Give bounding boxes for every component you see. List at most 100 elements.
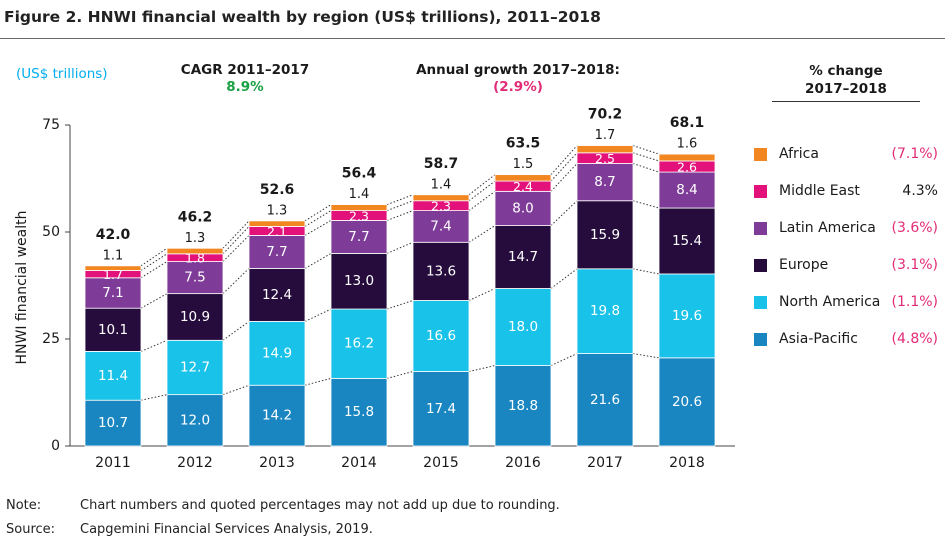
bar-segment-africa xyxy=(330,204,388,212)
connector-line xyxy=(632,152,660,162)
connector-line xyxy=(550,353,578,366)
connector-line xyxy=(632,353,660,359)
note-line: Note: Chart numbers and quoted percentage… xyxy=(6,498,560,513)
bar-segment-europe xyxy=(84,307,142,352)
connector-line xyxy=(140,261,168,279)
legend-change-middle-east: 4.3% xyxy=(902,183,938,199)
bar-segment-north-america xyxy=(330,308,388,379)
bar-segment-north-america xyxy=(412,300,470,372)
bar-segment-north-america xyxy=(494,288,552,366)
bar-segment-asia-pacific xyxy=(412,371,470,447)
bar-segment-asia-pacific xyxy=(576,353,634,447)
segment-label-middle-east: 2.5 xyxy=(595,151,615,166)
connector-line xyxy=(222,384,250,396)
connector-line xyxy=(304,210,332,227)
cagr-value: 8.9% xyxy=(226,79,264,95)
bar-segment-latin-america xyxy=(84,277,142,309)
connector-line xyxy=(140,394,168,401)
annual-growth-value: (2.9%) xyxy=(493,79,543,95)
connector-line xyxy=(222,268,250,294)
annual-growth-header: Annual growth 2017–2018: (2.9%) xyxy=(398,62,638,95)
bar-segment-asia-pacific xyxy=(330,377,388,447)
connector-line xyxy=(468,180,496,202)
connector-line xyxy=(222,226,250,255)
bar-segment-latin-america xyxy=(330,220,388,254)
legend-label-middle-east: Middle East xyxy=(779,183,860,199)
segment-label-africa: 1.5 xyxy=(513,157,534,172)
segment-label: 14.9 xyxy=(262,345,292,361)
connector-line xyxy=(468,190,496,212)
segment-label: 16.2 xyxy=(344,336,374,352)
legend-swatch-europe xyxy=(754,259,767,272)
segment-label-middle-east: 2.3 xyxy=(431,199,451,214)
bar-segment-africa xyxy=(248,220,306,227)
segment-label: 16.6 xyxy=(426,328,456,344)
segment-label: 7.4 xyxy=(430,218,451,234)
segment-label-middle-east: 1.8 xyxy=(185,251,205,266)
bar-total-label: 52.6 xyxy=(260,182,295,198)
connector-line xyxy=(550,200,578,226)
bar-segment-asia-pacific xyxy=(658,357,716,447)
annual-growth-label: Annual growth 2017–2018: xyxy=(416,62,620,78)
connector-line xyxy=(468,225,496,243)
bar-segment-latin-america xyxy=(166,261,224,295)
segment-label: 15.4 xyxy=(672,233,702,249)
bar-segment-europe xyxy=(166,293,224,341)
bar-segment-europe xyxy=(658,207,716,275)
bar-segment-africa xyxy=(166,247,224,255)
title-divider xyxy=(0,38,945,39)
source-text: Capgemini Financial Services Analysis, 2… xyxy=(80,522,373,537)
legend-swatch-north-america xyxy=(754,296,767,309)
segment-label-africa: 1.1 xyxy=(103,248,124,263)
connector-line xyxy=(386,300,414,310)
segment-label: 7.5 xyxy=(184,270,205,286)
segment-label: 12.4 xyxy=(262,287,292,303)
bar-total-label: 56.4 xyxy=(342,166,377,182)
bar-segment-latin-america xyxy=(494,190,552,226)
x-tick-label: 2012 xyxy=(177,455,213,471)
cagr-label: CAGR 2011–2017 xyxy=(180,62,310,78)
legend-label-latin-america: Latin America xyxy=(779,220,876,236)
connector-line xyxy=(386,194,414,206)
cagr-header: CAGR 2011–2017 8.9% xyxy=(165,62,325,95)
segment-label: 10.9 xyxy=(180,309,210,325)
source-label: Source: xyxy=(6,522,56,537)
connector-line xyxy=(632,200,660,209)
connector-line xyxy=(304,220,332,236)
y-tick-label: 75 xyxy=(42,117,60,133)
legend-change-africa: (7.1%) xyxy=(892,146,939,162)
segment-label-africa: 1.7 xyxy=(595,128,616,143)
connector-line xyxy=(140,253,168,271)
bar-total-label: 63.5 xyxy=(506,136,541,152)
connector-line xyxy=(386,210,414,221)
connector-line xyxy=(222,321,250,341)
segment-label: 21.6 xyxy=(590,392,620,408)
y-axis-title: HNWI financial wealth xyxy=(14,211,30,365)
segment-label: 7.7 xyxy=(266,244,287,260)
segment-label: 15.8 xyxy=(344,404,374,420)
bar-total-label: 42.0 xyxy=(96,227,131,243)
bar-segment-europe xyxy=(494,225,552,289)
segment-label: 12.7 xyxy=(180,359,210,375)
connector-line xyxy=(550,152,578,182)
connector-line xyxy=(386,200,414,212)
bar-segment-north-america xyxy=(166,339,224,396)
segment-label: 8.0 xyxy=(512,200,533,216)
segment-label-africa: 1.6 xyxy=(677,137,698,152)
segment-label: 18.8 xyxy=(508,398,538,414)
connector-line xyxy=(140,339,168,352)
segment-label: 14.2 xyxy=(262,408,292,424)
x-tick-label: 2016 xyxy=(505,455,541,471)
segment-label: 20.6 xyxy=(672,394,702,410)
connector-line xyxy=(468,174,496,196)
segment-label: 13.0 xyxy=(344,273,374,289)
figure-title: Figure 2. HNWI financial wealth by regio… xyxy=(4,8,601,26)
segment-label: 12.0 xyxy=(180,412,210,428)
bar-segment-north-america xyxy=(248,321,306,386)
y-tick-label: 25 xyxy=(42,331,60,347)
segment-label: 10.1 xyxy=(98,322,128,338)
connector-line xyxy=(140,247,168,267)
bar-segment-europe xyxy=(248,267,306,322)
legend-label-africa: Africa xyxy=(779,146,819,162)
